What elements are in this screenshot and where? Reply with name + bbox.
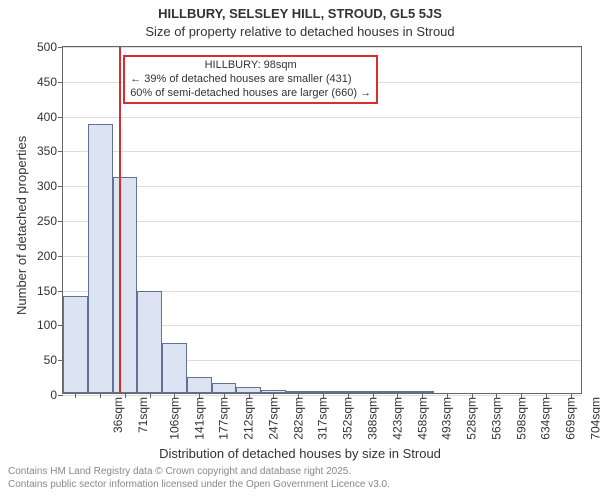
- ytick-label: 50: [44, 353, 63, 367]
- ytick-label: 500: [37, 40, 63, 54]
- xtick-mark: [323, 393, 324, 398]
- xtick-label: 36sqm: [111, 397, 125, 433]
- gridline-h: [63, 221, 581, 222]
- histogram-bar: [88, 124, 113, 393]
- histogram-bar: [63, 296, 88, 393]
- gridline-h: [63, 186, 581, 187]
- xtick-mark: [397, 393, 398, 398]
- gridline-h: [63, 151, 581, 152]
- xtick-mark: [224, 393, 225, 398]
- xtick-label: 317sqm: [316, 397, 330, 440]
- chart-container: HILLBURY, SELSLEY HILL, STROUD, GL5 5JS …: [0, 0, 600, 500]
- xtick-mark: [199, 393, 200, 398]
- annotation-line: ← 39% of detached houses are smaller (43…: [130, 73, 371, 87]
- ytick-label: 400: [37, 110, 63, 124]
- xtick-label: 493sqm: [440, 397, 454, 440]
- histogram-bar: [162, 343, 187, 393]
- xtick-mark: [472, 393, 473, 398]
- xtick-label: 177sqm: [217, 397, 231, 440]
- ytick-label: 250: [37, 214, 63, 228]
- y-axis-label: Number of detached properties: [14, 136, 29, 315]
- gridline-h: [63, 117, 581, 118]
- histogram-bar: [187, 377, 212, 393]
- xtick-label: 528sqm: [465, 397, 479, 440]
- attribution-line: Contains public sector information licen…: [8, 479, 390, 492]
- reference-line: [119, 47, 121, 393]
- xtick-mark: [150, 393, 151, 398]
- ytick-label: 0: [50, 388, 63, 402]
- annotation-title: HILLBURY: 98sqm: [130, 59, 371, 73]
- xtick-label: 247sqm: [267, 397, 281, 440]
- xtick-label: 704sqm: [589, 397, 600, 440]
- xtick-label: 458sqm: [415, 397, 429, 440]
- annotation-box: HILLBURY: 98sqm← 39% of detached houses …: [123, 55, 378, 104]
- plot-area: 05010015020025030035040045050036sqm71sqm…: [62, 46, 582, 394]
- xtick-mark: [373, 393, 374, 398]
- xtick-mark: [298, 393, 299, 398]
- histogram-bar: [212, 383, 237, 393]
- annotation-line: 60% of semi-detached houses are larger (…: [130, 87, 371, 101]
- histogram-bar: [113, 177, 138, 393]
- xtick-label: 634sqm: [539, 397, 553, 440]
- ytick-label: 350: [37, 144, 63, 158]
- ytick-label: 450: [37, 75, 63, 89]
- xtick-mark: [249, 393, 250, 398]
- ytick-label: 300: [37, 179, 63, 193]
- xtick-label: 598sqm: [514, 397, 528, 440]
- gridline-h: [63, 47, 581, 48]
- xtick-label: 106sqm: [168, 397, 182, 440]
- histogram-bar: [137, 291, 162, 393]
- xtick-mark: [125, 393, 126, 398]
- xtick-label: 563sqm: [490, 397, 504, 440]
- xtick-label: 423sqm: [390, 397, 404, 440]
- xtick-mark: [422, 393, 423, 398]
- chart-title: HILLBURY, SELSLEY HILL, STROUD, GL5 5JS: [0, 6, 600, 21]
- xtick-mark: [546, 393, 547, 398]
- gridline-h: [63, 256, 581, 257]
- xtick-label: 282sqm: [291, 397, 305, 440]
- xtick-label: 141sqm: [192, 397, 206, 440]
- attribution-text: Contains HM Land Registry data © Crown c…: [8, 466, 390, 491]
- xtick-mark: [100, 393, 101, 398]
- xtick-label: 71sqm: [136, 397, 150, 433]
- xtick-mark: [75, 393, 76, 398]
- gridline-h: [63, 395, 581, 396]
- ytick-label: 100: [37, 318, 63, 332]
- xtick-mark: [521, 393, 522, 398]
- xtick-mark: [496, 393, 497, 398]
- chart-subtitle: Size of property relative to detached ho…: [0, 24, 600, 39]
- ytick-label: 200: [37, 249, 63, 263]
- xtick-mark: [348, 393, 349, 398]
- xtick-mark: [571, 393, 572, 398]
- xtick-mark: [174, 393, 175, 398]
- xtick-label: 388sqm: [366, 397, 380, 440]
- x-axis-label: Distribution of detached houses by size …: [0, 446, 600, 461]
- xtick-label: 352sqm: [341, 397, 355, 440]
- xtick-label: 212sqm: [242, 397, 256, 440]
- xtick-mark: [447, 393, 448, 398]
- xtick-mark: [273, 393, 274, 398]
- attribution-line: Contains HM Land Registry data © Crown c…: [8, 466, 390, 479]
- ytick-label: 150: [37, 284, 63, 298]
- xtick-label: 669sqm: [564, 397, 578, 440]
